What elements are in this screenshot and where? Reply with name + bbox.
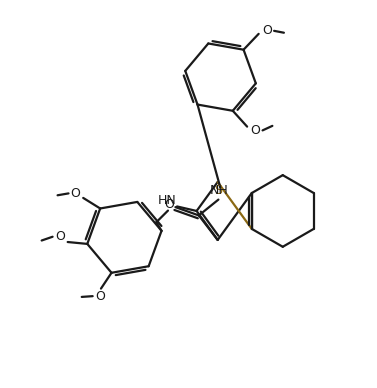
Text: NH: NH — [210, 184, 229, 197]
Text: O: O — [262, 24, 272, 37]
Text: S: S — [214, 184, 222, 197]
Text: O: O — [250, 124, 261, 137]
Text: O: O — [95, 290, 105, 303]
Text: HN: HN — [158, 194, 176, 207]
Text: O: O — [164, 197, 174, 211]
Text: O: O — [71, 187, 81, 200]
Text: O: O — [55, 230, 65, 243]
